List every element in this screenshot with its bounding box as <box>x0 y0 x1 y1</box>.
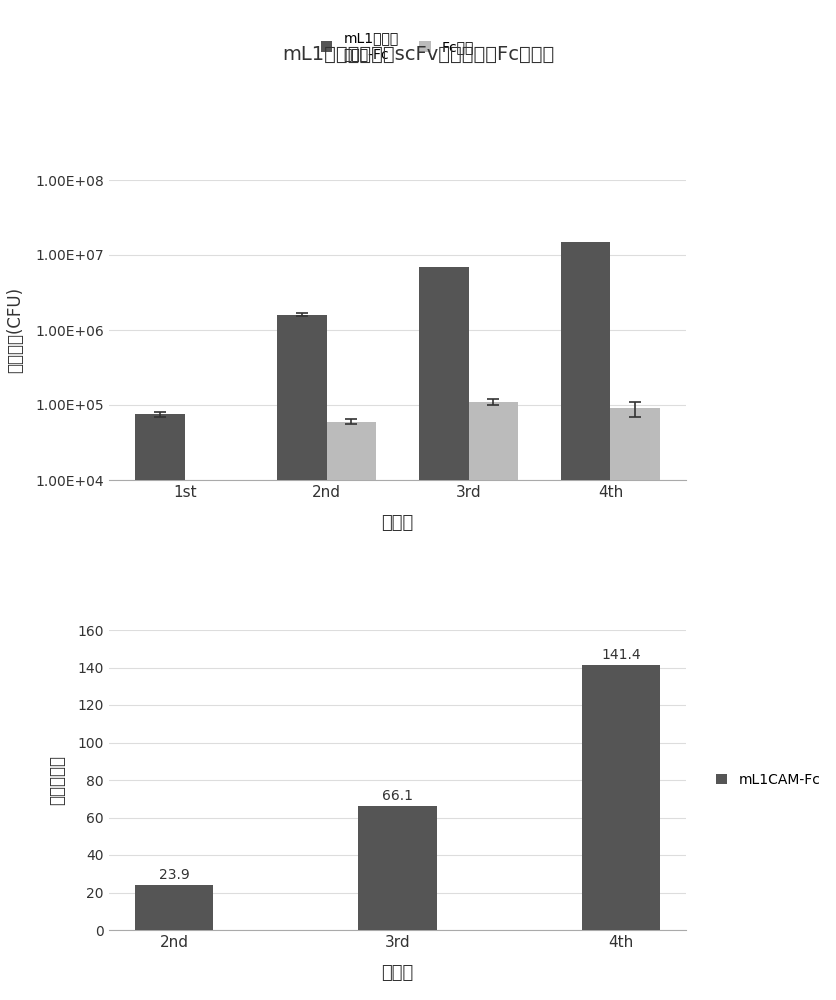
Bar <box>560 242 609 1000</box>
Legend: mL1细胞粘
附分子-Fc, Fc对照: mL1细胞粘 附分子-Fc, Fc对照 <box>321 31 473 61</box>
Bar <box>135 414 185 1000</box>
Bar <box>277 315 326 1000</box>
Text: 141.4: 141.4 <box>600 648 640 662</box>
Y-axis label: 输出效价(CFU): 输出效价(CFU) <box>6 287 24 373</box>
Y-axis label: 洗脱效价比: 洗脱效价比 <box>48 755 66 805</box>
Text: mL1细胞粘附分子scFv固体淘选（Fc消耗）: mL1细胞粘附分子scFv固体淘选（Fc消耗） <box>282 45 554 64</box>
Bar <box>609 408 660 1000</box>
Bar <box>358 806 436 930</box>
Bar <box>418 267 468 1000</box>
Bar <box>135 885 213 930</box>
Bar <box>326 422 376 1000</box>
Text: 66.1: 66.1 <box>381 789 413 803</box>
Bar <box>581 665 660 930</box>
X-axis label: 平移轮: 平移轮 <box>381 514 413 532</box>
Text: 23.9: 23.9 <box>159 868 189 882</box>
X-axis label: 平移轮: 平移轮 <box>381 964 413 982</box>
Legend: mL1CAM-Fc: mL1CAM-Fc <box>710 767 825 793</box>
Bar <box>468 402 517 1000</box>
